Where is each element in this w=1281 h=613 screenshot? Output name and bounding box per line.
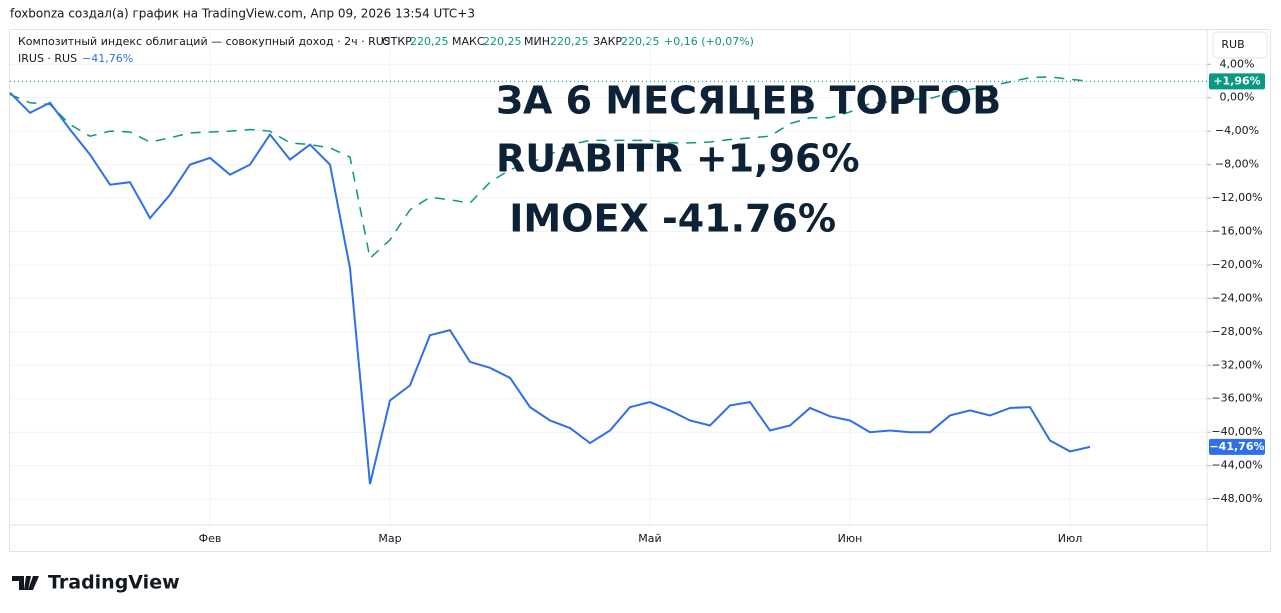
legend-value: 220,25: [550, 35, 589, 48]
price-label: +1,96%: [1213, 74, 1260, 87]
y-tick-label: −32,00%: [1211, 358, 1262, 371]
y-tick-label: 0,00%: [1220, 91, 1255, 104]
y-tick-label: −44,00%: [1211, 459, 1262, 472]
legend-label: ЗАКР: [593, 35, 622, 48]
legend-change: +0,16 (+0,07%): [664, 35, 754, 48]
logo: TradingView: [12, 572, 180, 594]
annotation: ЗА 6 МЕСЯЦЕВ ТОРГОВ: [496, 79, 1001, 123]
y-tick-label: −16,00%: [1211, 225, 1262, 238]
legend-label: МАКС: [452, 35, 485, 48]
y-tick-label: −24,00%: [1211, 291, 1262, 304]
legend-value: 220,25: [621, 35, 660, 48]
legend-label: ОТКР: [382, 35, 412, 48]
price-label-box: [1209, 73, 1265, 90]
y-tick-label: −12,00%: [1211, 191, 1262, 204]
y-tick-label: −36,00%: [1211, 392, 1262, 405]
currency-button[interactable]: [1212, 31, 1268, 59]
legend-value: 220,25: [410, 35, 449, 48]
chart-frame: [9, 29, 1271, 552]
currency-label[interactable]: RUB: [1221, 38, 1244, 51]
legend-change: −41,76%: [82, 52, 133, 65]
logo-icon: [12, 576, 39, 590]
x-tick-label: Июн: [838, 532, 863, 545]
legend-value: 220,25: [483, 35, 522, 48]
x-tick-label: Май: [638, 532, 661, 545]
series-line: [9, 76, 1091, 260]
legend-name: IRUS · RUS: [18, 52, 77, 65]
legend-name: Композитный индекс облигаций — совокупны…: [18, 35, 391, 48]
x-tick-label: Июл: [1058, 532, 1083, 545]
y-tick-label: −4,00%: [1215, 124, 1259, 137]
series-line: [9, 92, 1091, 485]
price-label-box: [1209, 438, 1265, 455]
price-label: −41,76%: [1209, 440, 1264, 453]
annotation: RUABITR +1,96%: [496, 137, 860, 181]
annotation: IMOEX -41.76%: [496, 197, 836, 241]
y-tick-label: −8,00%: [1215, 158, 1259, 171]
y-tick-label: −28,00%: [1211, 325, 1262, 338]
plot: 4,00% 0,00% −4,00% −8,00% −12,00% −16,00% −20,…: [9, 30, 1265, 545]
y-tick-label: −20,00%: [1211, 258, 1262, 271]
logo-text: TradingView: [48, 572, 180, 594]
y-tick-label: 4,00%: [1220, 57, 1255, 70]
x-tick-label: Фев: [199, 532, 222, 545]
x-tick-label: Мар: [378, 532, 401, 545]
y-tick-label: −48,00%: [1211, 492, 1262, 505]
y-tick-label: −40,00%: [1211, 425, 1262, 438]
legend-label: МИН: [524, 35, 550, 48]
header: foxbonza создал(а) график на TradingView…: [10, 7, 475, 21]
